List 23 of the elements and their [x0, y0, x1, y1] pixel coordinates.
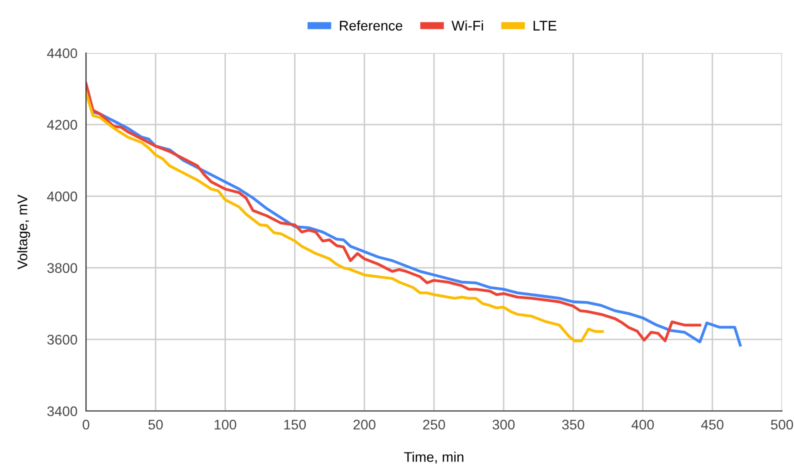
x-tick-label: 250 [423, 420, 446, 430]
x-tick-label: 400 [632, 420, 654, 430]
y-tick-label: 4000 [47, 192, 78, 202]
legend-label: Wi-Fi [452, 20, 483, 30]
y-tick-label: 4200 [47, 120, 78, 130]
x-tick-label: 300 [492, 420, 515, 430]
x-tick-label: 450 [701, 420, 724, 430]
y-axis-title: Voltage, mV [17, 194, 30, 270]
x-tick-label: 150 [284, 420, 306, 430]
y-tick-label: 4400 [47, 48, 78, 58]
x-tick-label: 500 [770, 420, 794, 430]
x-tick-label: 350 [562, 420, 584, 430]
legend-label: Reference [340, 20, 402, 31]
y-tick-label: 3600 [47, 334, 78, 345]
line-series [86, 90, 604, 342]
x-tick-label: 100 [214, 420, 236, 430]
legend-label: LTE [534, 20, 556, 30]
y-tick-label: 3400 [47, 406, 78, 416]
x-tick-label: 200 [354, 420, 376, 430]
x-axis-title: Time, min [404, 452, 464, 464]
y-tick-label: 3800 [47, 263, 78, 273]
x-tick-label: 0 [82, 420, 90, 430]
x-tick-label: 50 [148, 420, 163, 430]
